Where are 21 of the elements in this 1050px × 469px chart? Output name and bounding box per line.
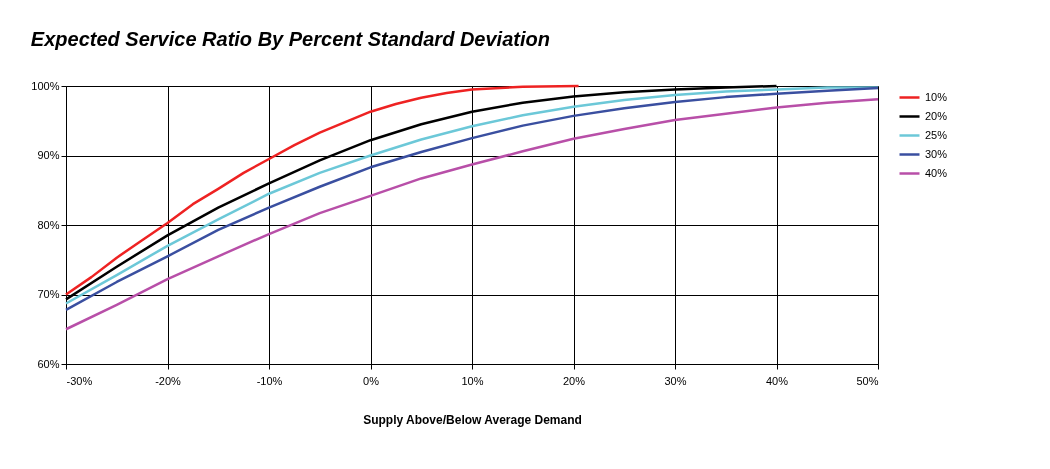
x-tick-label: -30%: [66, 374, 93, 387]
y-tick-label: 70%: [37, 288, 60, 300]
x-tick-label: 50%: [856, 374, 879, 387]
legend-label: 10%: [925, 90, 948, 103]
x-tick-label: 30%: [664, 374, 687, 387]
legend-label: 40%: [925, 166, 948, 179]
y-tick-label: 80%: [37, 218, 60, 231]
x-tick-label: -10%: [256, 374, 283, 387]
x-axis-title: Supply Above/Below Average Demand: [363, 412, 582, 427]
legend-label: 30%: [925, 147, 948, 160]
y-tick-label: 60%: [37, 357, 60, 370]
x-tick-label: 40%: [765, 374, 789, 387]
x-tick-label: -20%: [155, 374, 182, 387]
y-tick-label: 90%: [37, 149, 60, 161]
x-tick-label: 10%: [461, 374, 484, 387]
x-tick-label: 20%: [562, 374, 586, 387]
y-tick-label: 100%: [31, 79, 60, 92]
legend-label: 20%: [925, 109, 948, 122]
chart-title: Expected Service Ratio By Percent Standard Deviation: [30, 28, 550, 50]
legend-label: 25%: [925, 128, 948, 141]
x-tick-label: 0%: [363, 374, 380, 387]
